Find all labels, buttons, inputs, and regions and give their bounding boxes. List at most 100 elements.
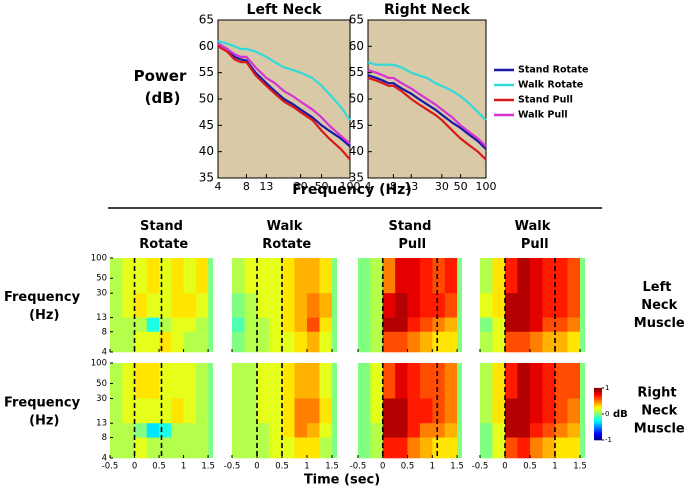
heatmap-cell <box>134 363 148 399</box>
colorbar-tick-label: 1 <box>605 384 609 392</box>
y-tick-label: 4 <box>102 348 107 358</box>
x-tick-label: 1.5 <box>325 462 339 472</box>
heatmap-cell <box>282 317 295 333</box>
series-line <box>217 42 351 145</box>
heatmap-cell <box>319 331 333 353</box>
heatmap-cell <box>183 363 197 399</box>
heatmap-cell <box>567 398 581 424</box>
heatmap-cell <box>171 398 184 424</box>
heatmap-cell <box>269 317 283 333</box>
y-tick-label: 30 <box>96 289 107 299</box>
heatmap-cell <box>134 423 148 438</box>
x-tick-label: 100 <box>340 180 361 193</box>
colorbar-segment <box>594 419 602 423</box>
heatmap-cell <box>110 258 123 294</box>
heatmap-cell <box>480 398 493 424</box>
heatmap-cell <box>395 398 408 424</box>
heatmap-cell <box>505 331 518 353</box>
x-tick-label: 4 <box>215 180 222 193</box>
y-tick-label: 45 <box>199 118 214 132</box>
heatmap-cell <box>307 258 320 294</box>
y-tick-label: 45 <box>349 118 364 132</box>
heatmap-cell <box>244 398 258 424</box>
heatmap-cell <box>269 398 283 424</box>
heatmap-cell <box>419 363 433 399</box>
heatmap-cell <box>492 437 506 459</box>
colorbar-segment <box>594 421 602 425</box>
heatmap-cell <box>159 423 172 438</box>
heatmap-cell <box>505 317 518 333</box>
y-tick-label: 50 <box>96 379 107 389</box>
heatmap-cell <box>307 317 320 333</box>
heatmap-cell <box>480 423 493 438</box>
heatmap-cell <box>530 398 543 424</box>
heatmap-cell <box>183 258 197 294</box>
x-tick-label: 1.5 <box>573 462 587 472</box>
x-tick-label: 0 <box>502 462 507 472</box>
heatmap-cell <box>282 258 295 294</box>
y-tick-label: 50 <box>199 92 214 106</box>
x-tick-label: -0.5 <box>350 462 367 472</box>
heatmap-cell <box>517 293 531 318</box>
heatmap-cell <box>146 437 160 459</box>
heatmap-cell <box>505 437 518 459</box>
heatmap-cell <box>530 293 543 318</box>
colorbar-segment <box>594 401 602 405</box>
heatmap-cell <box>244 437 258 459</box>
y-tick-label: 35 <box>349 171 364 185</box>
heatmap-cell <box>555 317 568 333</box>
heatmap-cell <box>269 258 283 294</box>
heatmap-cell <box>257 293 270 318</box>
heatmap-cell <box>110 423 123 438</box>
heatmap-cell <box>370 293 384 318</box>
heatmap-cell <box>319 293 333 318</box>
heatmap-cell <box>195 317 209 333</box>
heatmap-cell <box>319 398 333 424</box>
column-title: Stand Pull <box>389 219 432 252</box>
heatmap-cell <box>444 437 458 459</box>
heatmap-cell <box>382 363 396 399</box>
y-tick-label: 65 <box>199 13 214 27</box>
heatmap-cell <box>542 437 556 459</box>
heatmap-cell <box>419 437 433 459</box>
colorbar-segment <box>594 391 602 395</box>
heatmap-cell <box>555 258 568 294</box>
y-tick-label: 60 <box>199 39 214 53</box>
heatmap-cell <box>492 398 506 424</box>
heatmap-cell <box>294 363 308 399</box>
heatmap-cell <box>257 437 270 459</box>
heatmap-cell <box>257 331 270 353</box>
y-tick-label: 13 <box>96 313 107 323</box>
y-tick-label: 40 <box>349 144 364 158</box>
colorbar-segment <box>594 397 602 401</box>
heatmap-cell <box>407 423 421 438</box>
heatmap-cell <box>358 258 371 294</box>
heatmap-cell <box>195 437 209 459</box>
x-tick-label: 1 <box>430 462 435 472</box>
heatmap-cell <box>110 293 123 318</box>
heatmap-cell <box>382 331 396 353</box>
heatmap-cell <box>419 317 433 333</box>
heatmap-cell <box>517 317 531 333</box>
x-tick-label: 0.5 <box>523 462 537 472</box>
heatmap-cell <box>395 363 408 399</box>
heatmap-cell <box>480 317 493 333</box>
series-line <box>367 76 487 161</box>
heatmap-cell <box>407 293 421 318</box>
heatmap-cell <box>183 331 197 353</box>
legend-label: Walk Pull <box>518 110 568 121</box>
colorbar-segment <box>594 423 602 427</box>
heatmap-cell <box>319 437 333 459</box>
heatmap-cell <box>517 398 531 424</box>
heatmap-cell <box>480 331 493 353</box>
heatmap-cell <box>134 437 148 459</box>
heatmap-cell <box>282 423 295 438</box>
heatmap-cell <box>395 258 408 294</box>
heatmap-cell <box>232 423 245 438</box>
heatmap-cell <box>307 437 320 459</box>
x-tick-label: -0.5 <box>102 462 119 472</box>
heatmap-cell <box>358 437 371 459</box>
heatmap-cell <box>171 331 184 353</box>
heatmap-cell <box>122 258 135 294</box>
heatmap-cell <box>555 331 568 353</box>
